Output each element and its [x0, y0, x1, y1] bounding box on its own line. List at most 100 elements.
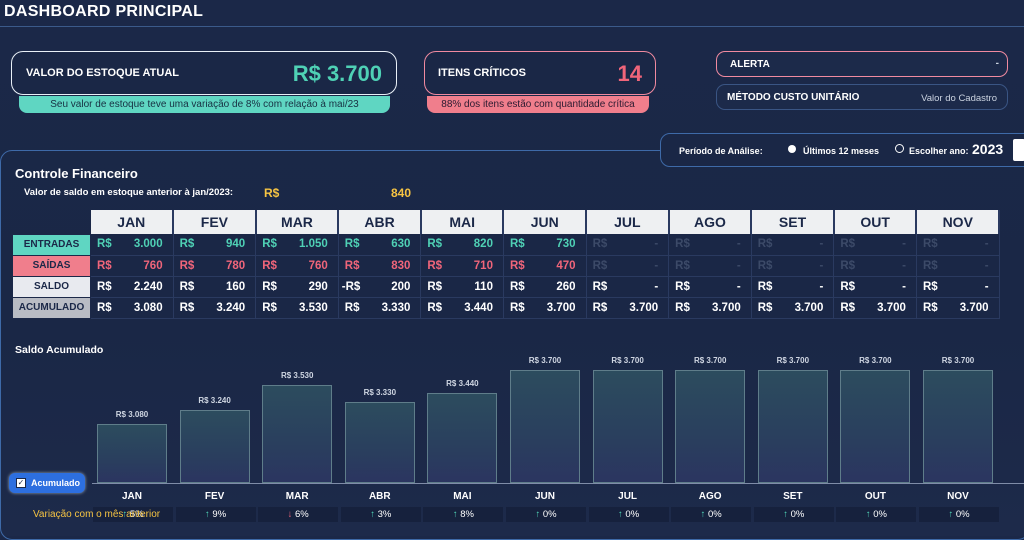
cell-value: 3.700: [959, 301, 989, 314]
table-row: ACUMULADO R$ 3.080 R$ 3.240 R$ 3.530 R$ 3.330 R$ 3…: [12, 296, 1000, 319]
bar-data-label: R$ 3.330: [363, 388, 397, 398]
chart-bar-ago: [675, 370, 746, 483]
month-header-mar: MAR: [255, 210, 340, 234]
alert-dropdown[interactable]: ALERTA -: [716, 51, 1008, 77]
x-tick-label: MAI: [453, 491, 472, 502]
table-cell: R$ -: [586, 276, 670, 298]
cell-value: -: [736, 280, 741, 293]
table-cell: R$ 630: [338, 234, 422, 256]
chart-bar-jun: [510, 370, 580, 483]
cell-value: 3.700: [794, 301, 824, 314]
table-cell: R$ 260: [503, 276, 587, 298]
cell-currency: R$: [344, 238, 360, 250]
unit-cost-method-field[interactable]: MÉTODO CUSTO UNITÁRIO Valor do Cadastro: [716, 84, 1008, 110]
table-cell: R$ -: [586, 255, 670, 277]
x-tick-label: NOV: [947, 491, 969, 502]
bar-data-label: R$ 3.240: [198, 395, 231, 405]
table-cell: R$ -: [833, 255, 917, 277]
cell-value: 3.700: [629, 301, 659, 314]
option-last-12-months-label[interactable]: Últimos 12 meses: [803, 146, 880, 156]
chart-bar-set: [757, 370, 828, 483]
row-label-acumulado: ACUMULADO: [12, 296, 91, 319]
cell-value: 3.700: [711, 301, 741, 314]
cell-value: 730: [556, 238, 576, 250]
table-cell: R$ -: [916, 234, 1000, 256]
radio-last-12-months[interactable]: [788, 145, 796, 153]
cell-value: 760: [143, 259, 163, 272]
table-cell: R$ -: [833, 276, 917, 298]
chevron-down-icon[interactable]: -: [995, 58, 999, 69]
cell-value: -: [819, 238, 824, 250]
accumulated-label: Acumulado: [31, 478, 81, 488]
cell-value: 780: [226, 259, 246, 272]
month-header-mai: MAI: [420, 210, 505, 234]
table-cell: R$ -: [916, 276, 1000, 298]
cell-currency: R$: [592, 280, 608, 293]
row-label-saidas: SAÍDAS: [12, 254, 91, 277]
cell-currency: R$: [179, 238, 195, 250]
prev-balance-value: 840: [391, 186, 412, 200]
chart-bar-jul: [592, 370, 663, 483]
variation-cell: ↑ 9%: [175, 507, 256, 522]
variation-value: 8%: [460, 509, 474, 520]
cell-currency: R$: [262, 238, 277, 250]
cell-currency: R$: [675, 280, 690, 293]
critical-items-count: 14: [617, 61, 642, 86]
arrow-up-icon: ↑: [205, 509, 213, 520]
bar-data-label: R$ 3.700: [776, 356, 810, 365]
cell-currency: R$: [427, 301, 443, 314]
cell-value: 3.000: [133, 238, 163, 250]
prev-balance-label: Valor de saldo em estoque anterior à jan…: [24, 187, 234, 198]
table-row: SALDO R$ 2.240 R$ 160 R$ 290 -R$ 200 R$ 110 R$ 260 R$…: [12, 275, 1000, 298]
cell-value: 2.240: [133, 280, 163, 293]
cell-currency: R$: [840, 238, 856, 250]
table-cell: R$ -: [668, 234, 752, 256]
stock-variation-note: Seu valor de estoque teve uma variação d…: [19, 96, 390, 113]
cell-currency: R$: [344, 301, 360, 314]
table-cell: R$ -: [751, 234, 835, 256]
month-header-jan: JAN: [90, 210, 175, 234]
cell-currency: R$: [97, 238, 112, 250]
chart-bar-out: [840, 370, 911, 483]
bar-data-label: R$ 3.700: [528, 356, 562, 365]
cell-currency: R$: [675, 301, 690, 314]
option-choose-year-label[interactable]: Escolher ano:: [909, 146, 969, 156]
accumulated-toggle[interactable]: ✓ Acumulado: [9, 473, 85, 493]
variation-cell: ↓ 6%: [258, 507, 339, 522]
x-tick-label: FEV: [204, 491, 225, 502]
table-cell: R$ 830: [338, 255, 422, 277]
table-cell: R$ -: [916, 255, 1000, 277]
cell-currency: R$: [840, 259, 856, 272]
radio-choose-year[interactable]: [895, 144, 904, 153]
arrow-up-icon: ↑: [783, 509, 791, 520]
cell-value: -: [984, 259, 989, 272]
month-header-nov: NOV: [916, 210, 1001, 234]
cell-currency: R$: [757, 301, 773, 314]
x-tick-label: SET: [783, 491, 803, 502]
arrow-up-icon: ↑: [948, 509, 956, 520]
table-corner: [13, 210, 91, 234]
critical-items-label: ITENS CRÍTICOS: [438, 67, 527, 79]
cell-value: 760: [308, 259, 328, 272]
table-cell: R$ 2.240: [90, 276, 174, 298]
bar-data-label: R$ 3.700: [941, 356, 975, 365]
cell-value: 710: [473, 259, 493, 272]
variation-value: 5%: [129, 509, 144, 520]
table-cell: R$ 3.240: [173, 297, 257, 319]
bar-data-label: R$ 3.700: [611, 356, 644, 365]
arrow-up-icon: ↑: [535, 509, 543, 520]
cell-value: 1.050: [299, 238, 328, 250]
year-spinner[interactable]: [1013, 139, 1024, 161]
unit-cost-method-value: Valor do Cadastro: [921, 93, 997, 104]
cell-value: 3.440: [464, 301, 493, 314]
table-cell: R$ 780: [173, 255, 257, 277]
cell-currency: R$: [179, 301, 195, 314]
cell-currency: R$: [592, 259, 608, 272]
cell-value: -: [654, 238, 659, 250]
chart-bar-abr: [344, 402, 415, 483]
year-value[interactable]: 2023: [972, 141, 1004, 157]
month-header-abr: ABR: [338, 210, 422, 234]
cell-currency: R$: [262, 259, 277, 272]
checkbox-checked-icon[interactable]: ✓: [16, 478, 26, 488]
table-cell: R$ 3.530: [255, 297, 339, 319]
